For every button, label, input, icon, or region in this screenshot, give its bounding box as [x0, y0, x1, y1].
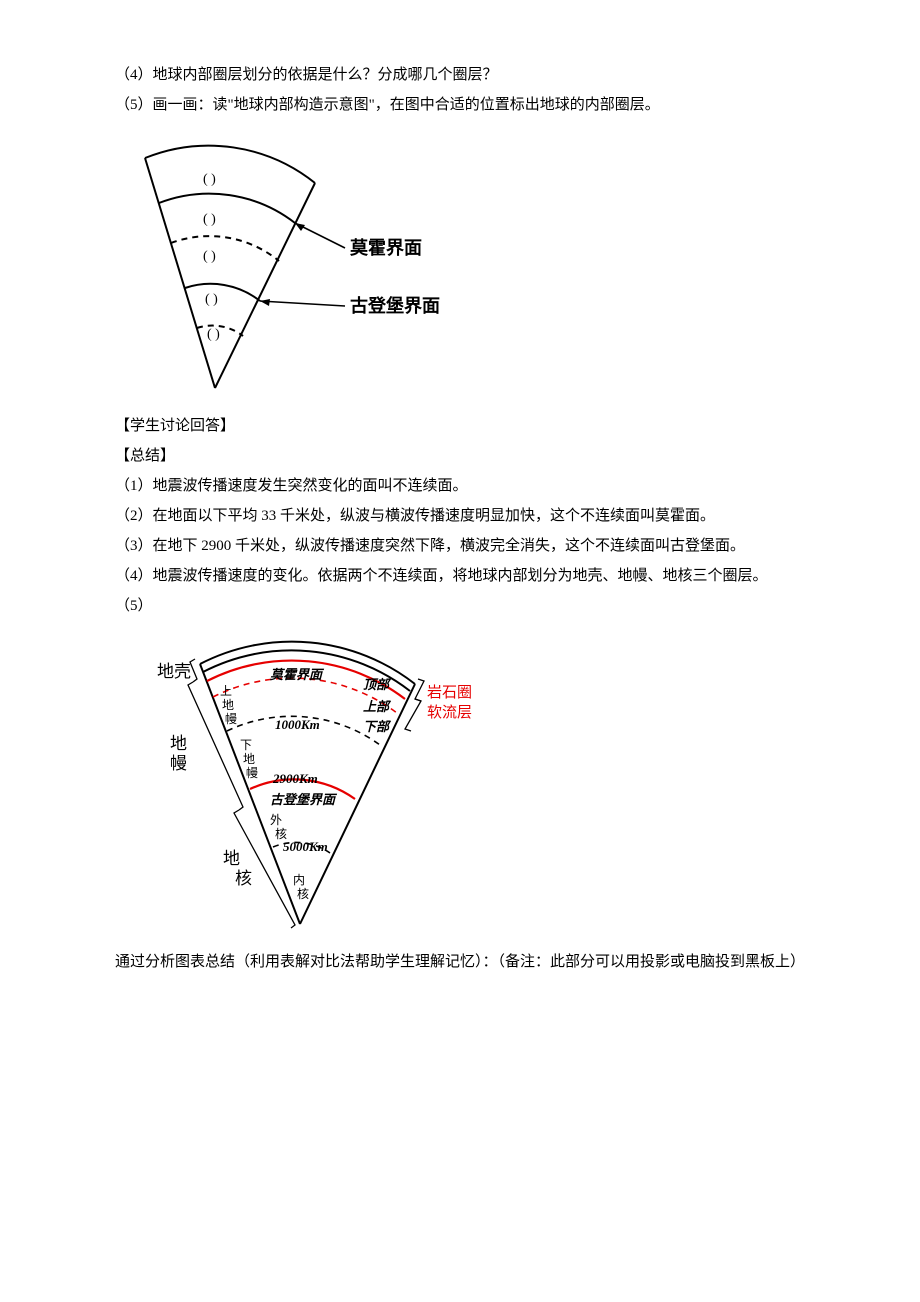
label-core-1: 地 — [223, 849, 240, 868]
label-lower: 下部 — [363, 719, 392, 734]
blank-5: ( ) — [207, 327, 220, 342]
blank-2: ( ) — [203, 212, 216, 227]
svg-text:地: 地 — [243, 752, 255, 766]
label-upper: 上部 — [363, 699, 392, 714]
svg-text:核: 核 — [297, 887, 309, 901]
svg-text:上: 上 — [220, 684, 232, 698]
question-5: （5）画一画：读"地球内部构造示意图"，在图中合适的位置标出地球的内部圈层。 — [115, 90, 805, 120]
summary-3: （3）在地下 2900 千米处，纵波传播速度突然下降，横波完全消失，这个不连续面… — [115, 531, 805, 561]
svg-text:幔: 幔 — [225, 711, 237, 726]
summary-1: （1）地震波传播速度发生突然变化的面叫不连续面。 — [115, 471, 805, 501]
label-2900km: 2900Km — [272, 771, 318, 786]
diagram-1-blank-wedge: ( ) ( ) ( ) ( ) ( ) 莫霍界面 古登堡界面 — [115, 128, 805, 403]
blank-4: ( ) — [205, 292, 218, 307]
summary-2: （2）在地面以下平均 33 千米处，纵波与横波传播速度明显加快，这个不连续面叫莫… — [115, 501, 805, 531]
label-1000km: 1000Km — [275, 717, 320, 732]
svg-text:幔: 幔 — [246, 765, 258, 780]
label-core-2: 核 — [235, 869, 252, 888]
label-moho-2: 莫霍界面 — [270, 667, 325, 682]
label-mantle-2: 幔 — [170, 754, 187, 773]
label-asthenosphere: 软流层 — [427, 704, 472, 721]
diagram-2-labeled-wedge: 地壳 地 幔 地 核 岩石圈 软流层 莫霍界面 顶部 上部 下部 1000Km … — [115, 629, 805, 939]
blank-1: ( ) — [203, 172, 216, 187]
label-gutenberg: 古登堡界面 — [350, 295, 440, 316]
label-mantle-1: 地 — [170, 734, 187, 753]
svg-text:地: 地 — [222, 698, 234, 712]
svg-text:外: 外 — [270, 813, 282, 827]
label-lithosphere: 岩石圈 — [427, 684, 472, 701]
label-crust: 地壳 — [157, 662, 191, 681]
summary-4: （4）地震波传播速度的变化。依据两个不连续面，将地球内部划分为地壳、地幔、地核三… — [115, 561, 805, 591]
summary-5: （5） — [115, 591, 805, 621]
question-4: （4）地球内部圈层划分的依据是什么？分成哪几个圈层？ — [115, 60, 805, 90]
blank-3: ( ) — [203, 249, 216, 264]
label-moho: 莫霍界面 — [349, 238, 422, 258]
svg-text:核: 核 — [275, 827, 287, 841]
discuss-heading: 【学生讨论回答】 — [115, 411, 805, 441]
footer-note: 通过分析图表总结（利用表解对比法帮助学生理解记忆）：（备注：此部分可以用投影或电… — [115, 947, 805, 977]
label-top: 顶部 — [363, 677, 392, 692]
svg-text:下: 下 — [240, 738, 252, 752]
svg-text:内: 内 — [293, 873, 305, 887]
summary-heading: 【总结】 — [115, 441, 805, 471]
label-5000km: 5000Km — [283, 839, 328, 854]
label-gutenberg-2: 古登堡界面 — [270, 792, 338, 807]
